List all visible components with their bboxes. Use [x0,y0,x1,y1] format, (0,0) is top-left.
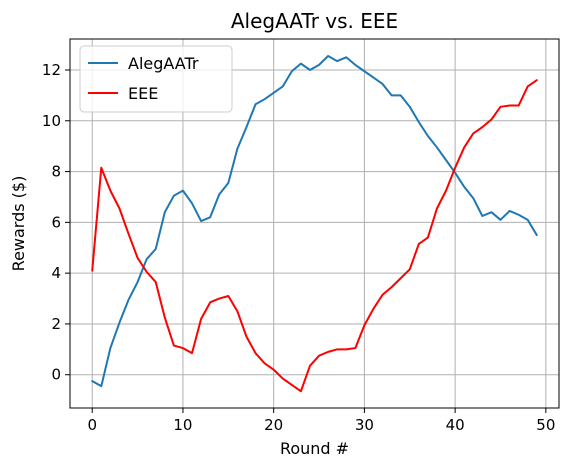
chart-title: AlegAATr vs. EEE [231,9,398,33]
y-tick-label: 8 [51,163,61,181]
x-axis-label: Round # [280,439,349,458]
series-lines [91,55,538,393]
legend-label-alegaatr: AlegAATr [128,54,199,73]
x-tick-label: 10 [173,416,192,434]
legend: AlegAATr EEE [79,45,233,113]
x-tick-label: 0 [87,416,97,434]
series-line-alegaatr [91,55,538,388]
y-tick-label: 2 [51,315,61,333]
legend-label-eee: EEE [128,84,158,103]
x-axis-ticks: 0 10 20 30 40 50 [87,408,555,434]
y-tick-label: 10 [42,112,61,130]
series-line-eee [91,79,538,393]
x-tick-label: 50 [536,416,555,434]
plot-frame [69,38,560,409]
grid [70,39,559,408]
y-tick-label: 6 [51,213,61,231]
y-axis-ticks: 0 2 4 6 8 10 12 [42,61,70,384]
y-tick-label: 12 [42,61,61,79]
legend-items: AlegAATr EEE [88,54,199,103]
x-tick-label: 30 [355,416,374,434]
y-tick-label: 4 [51,264,61,282]
x-tick-label: 40 [446,416,465,434]
x-tick-label: 20 [264,416,283,434]
y-axis-label: Rewards ($) [9,176,28,272]
y-tick-label: 0 [51,366,61,384]
